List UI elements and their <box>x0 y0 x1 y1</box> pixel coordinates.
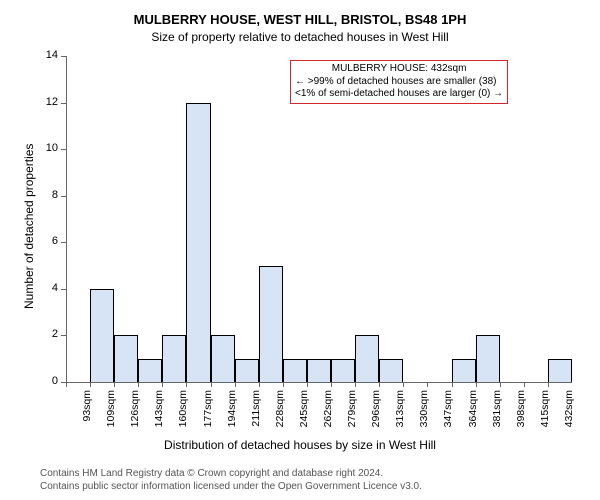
x-tick <box>379 382 380 387</box>
y-tick-label: 12 <box>28 96 58 108</box>
x-tick <box>331 382 332 387</box>
histogram-bar <box>162 335 186 382</box>
x-axis-label: Distribution of detached houses by size … <box>0 438 600 452</box>
y-tick-label: 4 <box>28 282 58 294</box>
histogram-bar <box>379 359 403 382</box>
histogram-bar <box>211 335 235 382</box>
x-tick <box>235 382 236 387</box>
histogram-bar <box>548 359 572 382</box>
x-tick <box>355 382 356 387</box>
footer-line-1: Contains HM Land Registry data © Crown c… <box>40 468 383 479</box>
y-tick <box>61 196 66 197</box>
x-tick-label: 245sqm <box>298 390 310 440</box>
x-tick <box>524 382 525 387</box>
chart-title: MULBERRY HOUSE, WEST HILL, BRISTOL, BS48… <box>0 12 600 27</box>
x-tick-label: 398sqm <box>515 390 527 440</box>
x-tick <box>548 382 549 387</box>
x-tick-label: 415sqm <box>539 390 551 440</box>
x-tick <box>500 382 501 387</box>
histogram-bar <box>331 359 355 382</box>
x-tick <box>66 382 67 387</box>
x-tick <box>476 382 477 387</box>
histogram-bar <box>283 359 307 382</box>
histogram-bar <box>90 289 114 382</box>
x-tick-label: 347sqm <box>442 390 454 440</box>
x-tick <box>114 382 115 387</box>
plot-area <box>66 56 572 382</box>
y-tick-label: 6 <box>28 235 58 247</box>
histogram-bar <box>355 335 379 382</box>
x-tick <box>259 382 260 387</box>
y-tick <box>61 289 66 290</box>
x-tick-label: 432sqm <box>563 390 575 440</box>
x-tick-label: 126sqm <box>129 390 141 440</box>
histogram-bar <box>452 359 476 382</box>
x-tick <box>138 382 139 387</box>
x-tick <box>283 382 284 387</box>
y-tick <box>61 103 66 104</box>
y-axis-line <box>66 56 67 382</box>
histogram-bar <box>186 103 210 382</box>
x-tick-label: 194sqm <box>226 390 238 440</box>
histogram-bar <box>476 335 500 382</box>
x-tick <box>211 382 212 387</box>
x-tick-label: 262sqm <box>322 390 334 440</box>
x-tick <box>427 382 428 387</box>
y-tick <box>61 242 66 243</box>
x-tick <box>307 382 308 387</box>
x-axis-line <box>66 382 572 383</box>
y-tick-label: 8 <box>28 189 58 201</box>
y-tick-label: 2 <box>28 328 58 340</box>
x-tick <box>90 382 91 387</box>
x-tick-label: 143sqm <box>153 390 165 440</box>
histogram-bar <box>138 359 162 382</box>
x-tick-label: 364sqm <box>467 390 479 440</box>
histogram-bar <box>114 335 138 382</box>
y-tick-label: 10 <box>28 142 58 154</box>
x-tick-label: 109sqm <box>105 390 117 440</box>
y-tick <box>61 335 66 336</box>
chart-subtitle: Size of property relative to detached ho… <box>0 30 600 44</box>
x-tick <box>403 382 404 387</box>
chart-container: MULBERRY HOUSE, WEST HILL, BRISTOL, BS48… <box>0 0 600 500</box>
y-tick-label: 0 <box>28 375 58 387</box>
y-tick <box>61 56 66 57</box>
footer-line-2: Contains public sector information licen… <box>40 481 422 492</box>
x-tick-label: 211sqm <box>250 390 262 440</box>
x-tick-label: 381sqm <box>491 390 503 440</box>
x-tick-label: 313sqm <box>394 390 406 440</box>
x-tick-label: 160sqm <box>177 390 189 440</box>
x-tick-label: 177sqm <box>202 390 214 440</box>
x-tick-label: 279sqm <box>346 390 358 440</box>
x-tick <box>186 382 187 387</box>
histogram-bar <box>259 266 283 382</box>
x-tick-label: 228sqm <box>274 390 286 440</box>
x-tick-label: 330sqm <box>418 390 430 440</box>
y-tick-label: 14 <box>28 49 58 61</box>
histogram-bar <box>235 359 259 382</box>
x-tick <box>452 382 453 387</box>
x-tick <box>162 382 163 387</box>
histogram-bar <box>307 359 331 382</box>
x-tick-label: 93sqm <box>81 390 93 440</box>
x-tick-label: 296sqm <box>370 390 382 440</box>
y-tick <box>61 149 66 150</box>
